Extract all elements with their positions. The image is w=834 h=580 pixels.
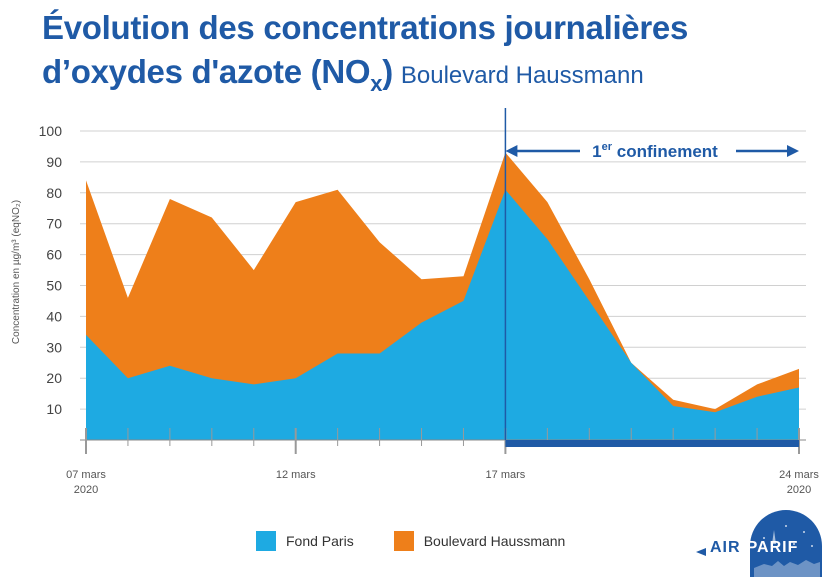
x-tick-year-2020-03-24: 2020: [787, 484, 811, 496]
airparif-logo-graphic: [696, 510, 822, 577]
legend-swatch-fond: [256, 531, 276, 551]
legend-label-fond: Fond Paris: [286, 533, 354, 549]
arrowhead-right-icon: [787, 145, 799, 157]
y-axis-label: Concentration en µg/m³ (eqNO₂): [11, 200, 22, 344]
title-line-2: d’oxydes d'azote (NOx) Boulevard Haussman…: [42, 50, 688, 106]
x-tick-label-2020-03-12: 12 mars: [276, 469, 316, 481]
title-line-2-close: ): [382, 53, 393, 90]
legend-item-haussmann: Boulevard Haussmann: [393, 531, 566, 551]
confinement-period-bar: [505, 440, 799, 447]
y-tick-50: 50: [46, 278, 62, 294]
title-subscript: x: [370, 71, 383, 96]
y-tick-10: 10: [46, 401, 62, 417]
confinement-label-text: confinement: [612, 142, 718, 161]
logo-text-parif: PARIF: [746, 539, 799, 556]
y-tick-60: 60: [46, 247, 62, 263]
logo-text: AIR PARIF: [710, 539, 798, 557]
logo-text-air: AIR: [710, 539, 741, 556]
y-tick-40: 40: [46, 308, 62, 324]
legend: Fond Paris Boulevard Haussmann: [256, 531, 605, 551]
chart-subtitle: Boulevard Haussmann: [400, 62, 644, 89]
area-series: [86, 152, 799, 440]
logo-arrow-icon: [696, 548, 706, 556]
title-line-1: Évolution des concentrations journalière…: [42, 9, 689, 46]
y-tick-20: 20: [46, 370, 62, 386]
chart-title: Évolution des concentrations journalière…: [42, 6, 688, 106]
confinement-label-sup: er: [602, 141, 613, 153]
x-tick-label-2020-03-24: 24 mars: [779, 469, 819, 481]
y-tick-70: 70: [46, 216, 62, 232]
arrowhead-left-icon: [505, 145, 518, 157]
x-tick-label-2020-03-17: 17 mars: [486, 469, 526, 481]
confinement-annotation: 1er confinement: [504, 108, 799, 447]
y-tick-80: 80: [46, 185, 62, 201]
confinement-label: 1er confinement: [592, 141, 718, 161]
x-tick-label-2020-03-07: 07 mars: [66, 469, 106, 481]
legend-swatch-haussmann: [393, 531, 414, 551]
x-tick-year-2020-03-07: 2020: [74, 484, 98, 496]
x-axis: 07 mars 2020 12 mars 17 mars 24 mars 2020: [66, 428, 819, 496]
y-tick-30: 30: [46, 339, 62, 355]
y-tick-labels: 10 20 30 40 50 60 70 80 90 100: [39, 123, 63, 417]
area-fond-paris: [86, 189, 799, 440]
legend-label-haussmann: Boulevard Haussmann: [423, 533, 566, 549]
airparif-logo: AIR PARIF: [694, 498, 824, 578]
y-tick-100: 100: [39, 123, 63, 139]
legend-item-fond: Fond Paris: [256, 531, 354, 551]
y-tick-90: 90: [46, 154, 62, 170]
confinement-label-number: 1: [592, 142, 601, 161]
title-line-2-main: d’oxydes d'azote (NO: [42, 53, 371, 90]
